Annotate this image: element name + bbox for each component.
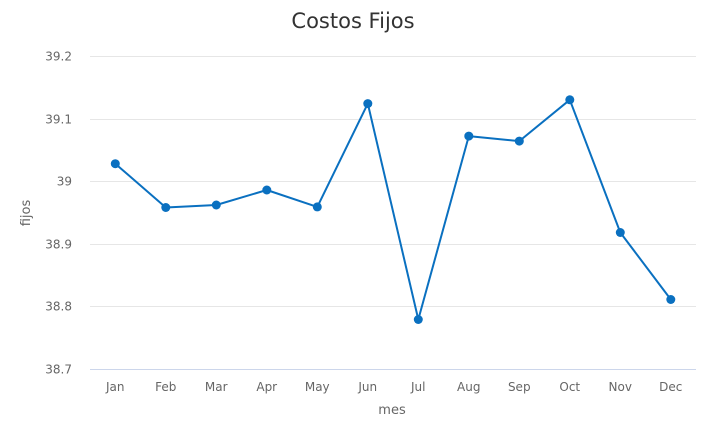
data-point[interactable] xyxy=(615,228,625,237)
x-tick-label: Mar xyxy=(205,380,228,394)
x-tick-label: Nov xyxy=(609,380,632,394)
data-point[interactable] xyxy=(413,315,423,324)
data-point[interactable] xyxy=(110,159,120,169)
y-axis-ticks: 38.7 38.8 38.9 39 39.1 39.2 xyxy=(45,50,72,377)
series-group xyxy=(110,95,676,324)
data-point[interactable] xyxy=(363,99,373,109)
data-point[interactable] xyxy=(514,136,524,146)
y-tick-label: 39.1 xyxy=(45,113,72,127)
series-line xyxy=(114,98,672,321)
y-tick-label: 39 xyxy=(57,175,72,189)
x-tick-label: Jul xyxy=(410,380,425,394)
x-tick-label: Jan xyxy=(105,380,125,394)
chart-title: Costos Fijos xyxy=(291,9,414,33)
x-tick-label: Feb xyxy=(155,380,176,394)
x-tick-label: Dec xyxy=(659,380,682,394)
data-point[interactable] xyxy=(211,200,221,210)
x-tick-label: Jun xyxy=(357,380,377,394)
y-tick-label: 39.2 xyxy=(45,50,72,64)
y-axis-label: fijos xyxy=(19,200,34,227)
data-point[interactable] xyxy=(262,185,272,195)
x-tick-label: Apr xyxy=(256,380,277,394)
data-point[interactable] xyxy=(666,295,676,304)
x-tick-label: Oct xyxy=(559,380,580,394)
x-tick-label: May xyxy=(305,380,330,394)
x-axis-ticks: Jan Feb Mar Apr May Jun Jul Aug Sep Oct Nov Dec xyxy=(105,380,682,394)
x-tick-label: Sep xyxy=(508,380,531,394)
data-point[interactable] xyxy=(464,131,474,141)
data-point[interactable] xyxy=(565,95,575,105)
y-tick-label: 38.8 xyxy=(45,300,72,314)
x-axis-label: mes xyxy=(378,403,406,418)
grid-lines xyxy=(90,56,696,370)
y-tick-label: 38.7 xyxy=(45,363,72,377)
y-tick-label: 38.9 xyxy=(45,238,72,252)
data-point[interactable] xyxy=(312,202,322,212)
data-point[interactable] xyxy=(161,203,171,212)
x-tick-label: Aug xyxy=(457,380,480,394)
